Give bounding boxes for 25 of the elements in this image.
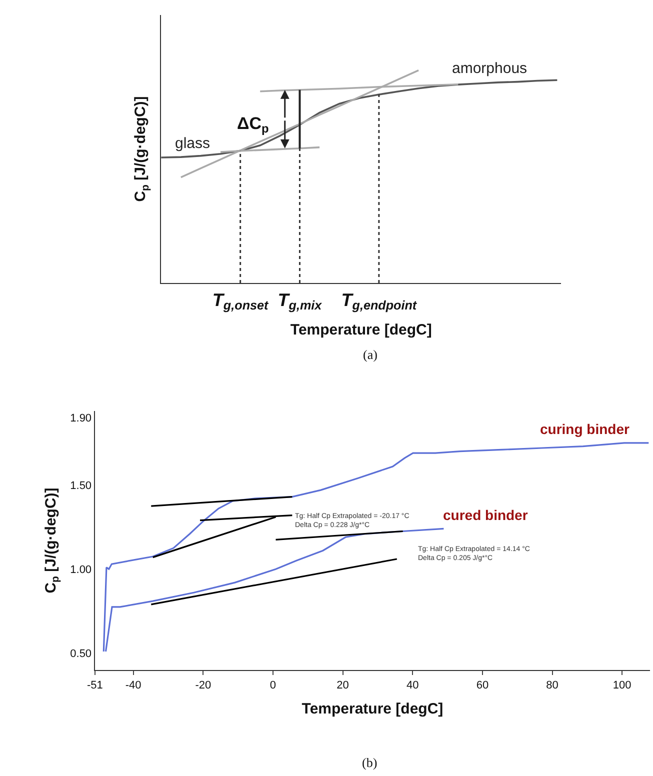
- x-tick-label: -51: [86, 679, 103, 692]
- y-tick-label: 1.50: [70, 480, 92, 492]
- x-tick-label: 100: [612, 679, 632, 692]
- x-tick-label: T$_{g,endpoint}$: [341, 290, 418, 313]
- y-tick-label: 1.00: [70, 564, 92, 576]
- x-tick-label: 20: [336, 679, 349, 692]
- x-tick-label: -20: [195, 679, 212, 692]
- x-axis-title: Temperature [degC]: [290, 322, 432, 339]
- x-tick-label: 80: [546, 679, 558, 692]
- annotation: ΔC$_{p}$: [237, 114, 269, 136]
- text: (b): [362, 755, 378, 770]
- y-tick-label: 1.90: [70, 412, 92, 425]
- annotation: amorphous: [452, 60, 528, 77]
- x-tick-label: T$_{g,mix}$: [278, 290, 323, 313]
- x-tick-label: T$_{g,onset}$: [212, 290, 270, 313]
- annotation: curing binder: [540, 421, 630, 437]
- annotation: glass: [175, 135, 210, 152]
- x-axis-title: Temperature [degC]: [302, 700, 444, 718]
- x-tick-label: 0: [270, 679, 276, 692]
- text: (a): [363, 347, 378, 362]
- x-tick-label: 60: [476, 679, 489, 692]
- x-tick-label: 40: [406, 679, 419, 692]
- y-tick-label: 0.50: [70, 648, 92, 660]
- x-tick-label: -40: [125, 679, 142, 692]
- annotation: cured binder: [443, 507, 528, 523]
